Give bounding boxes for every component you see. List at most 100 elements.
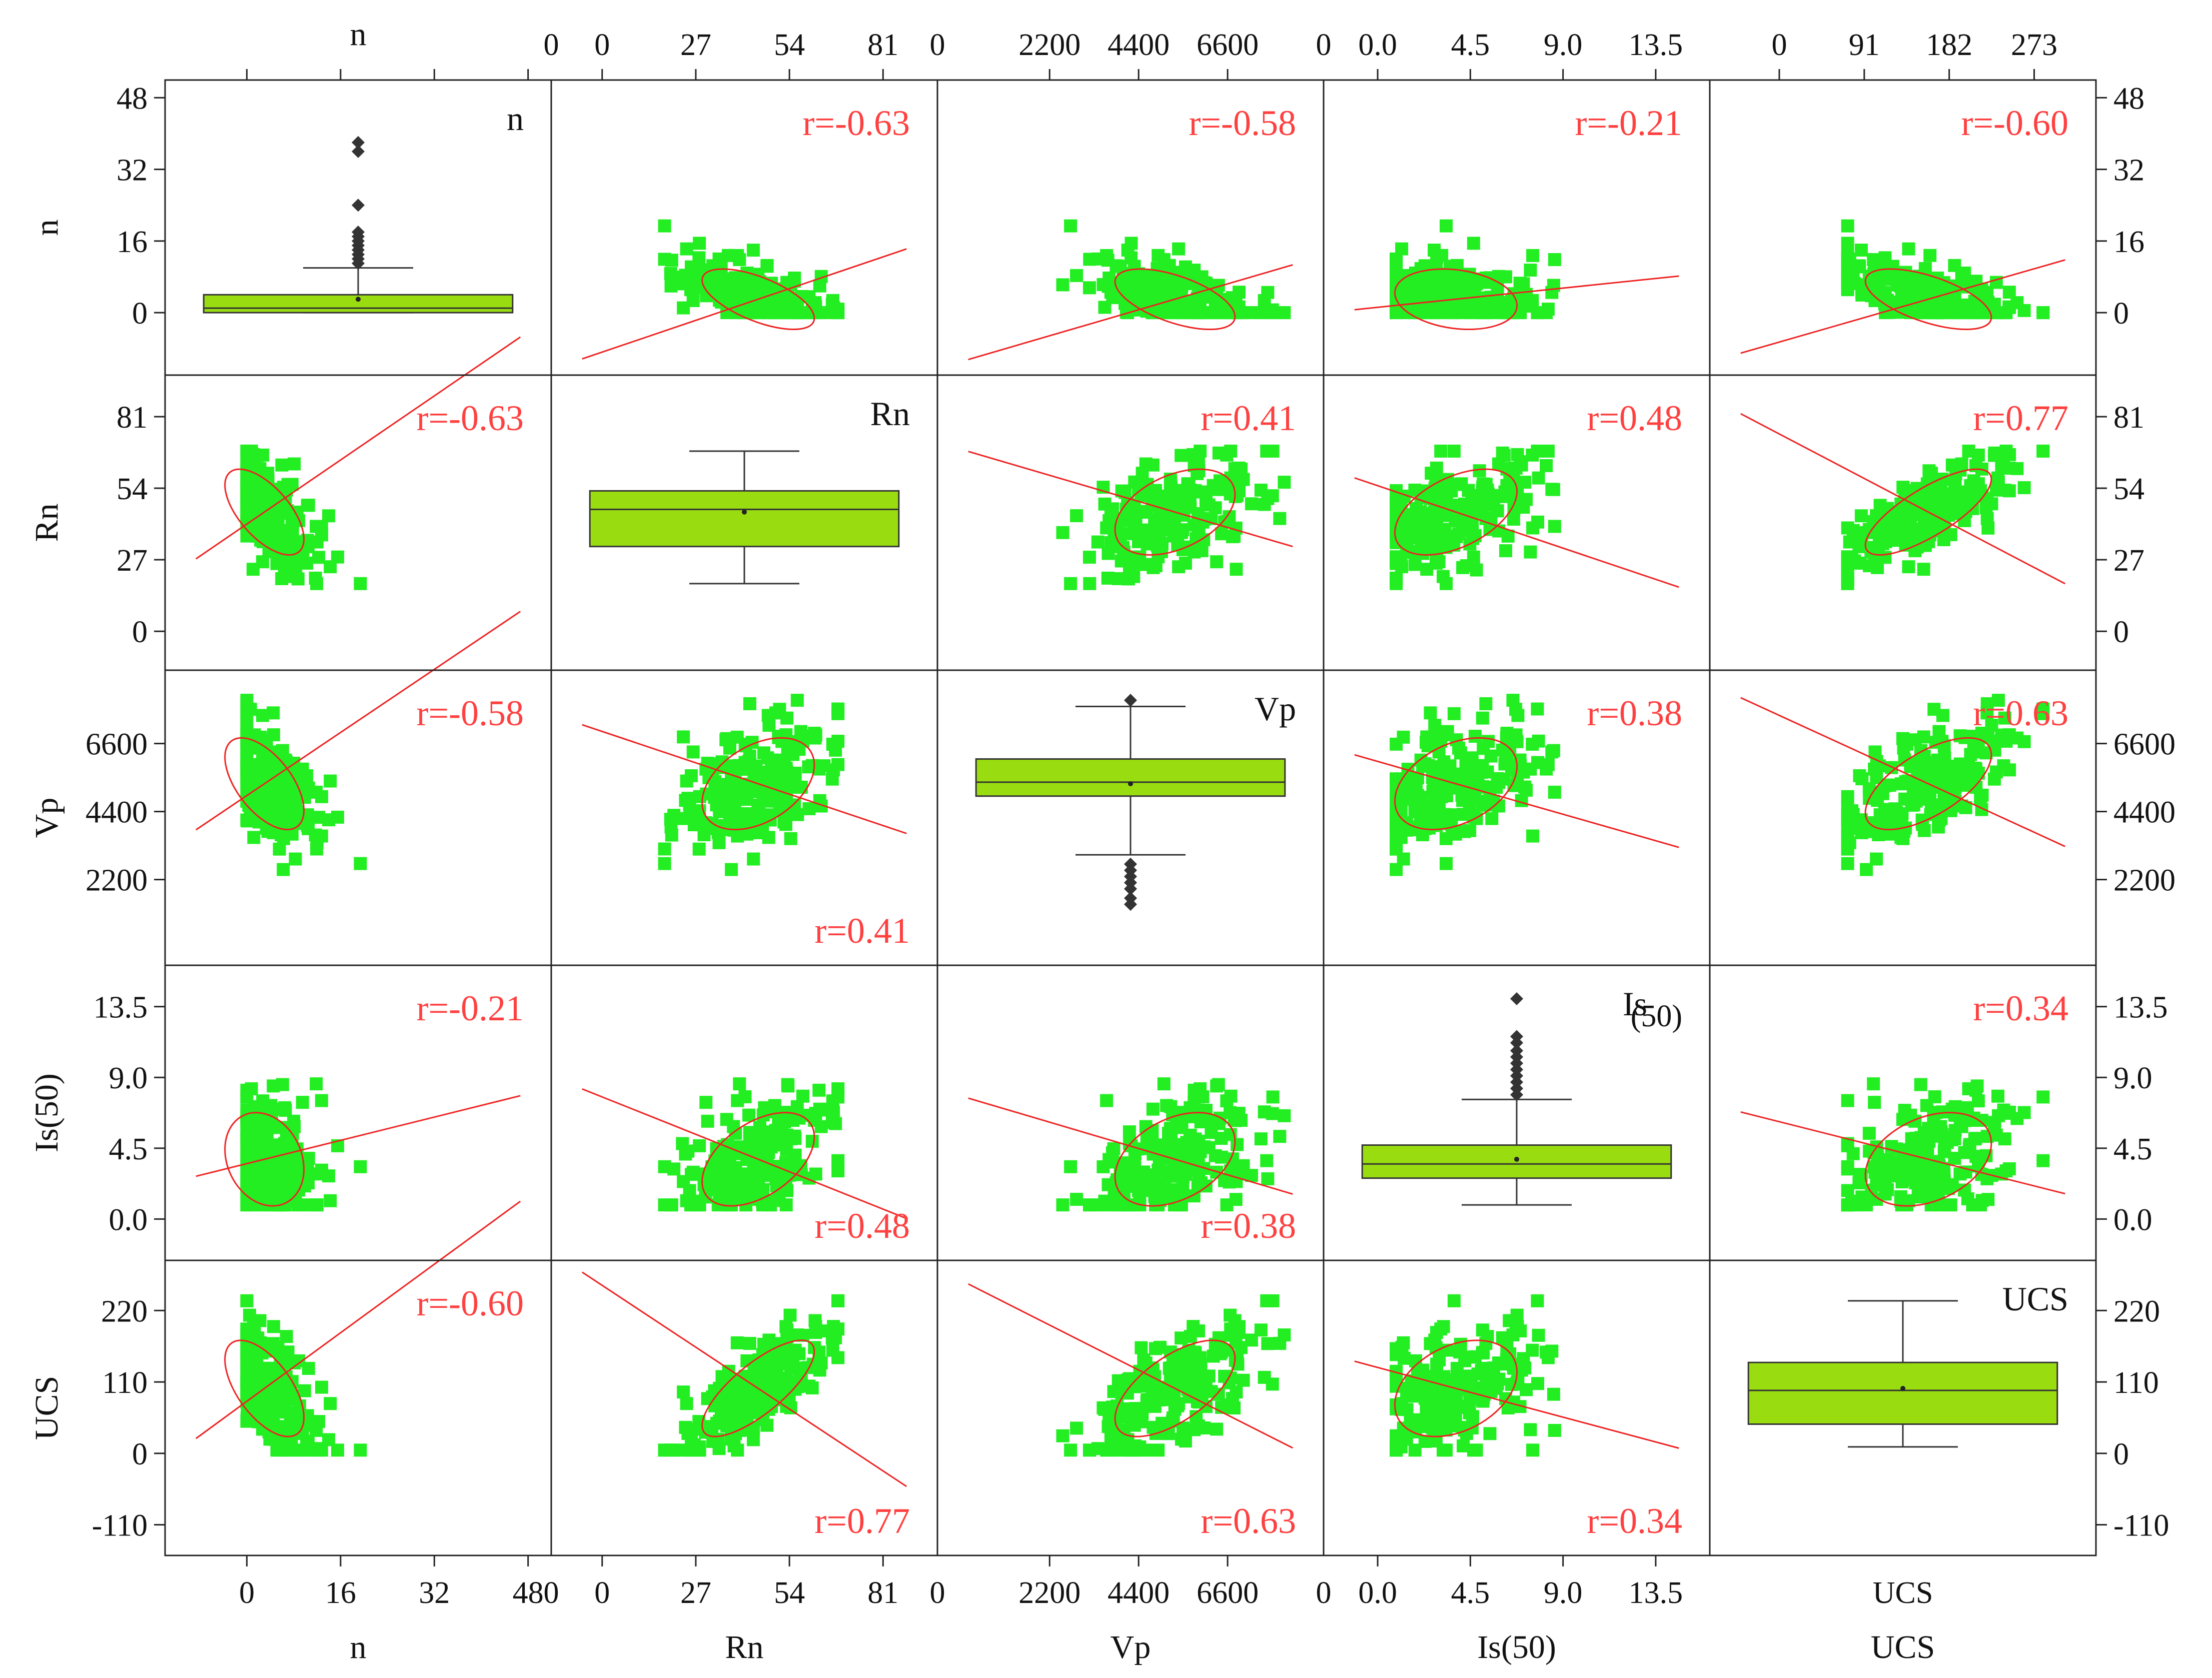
confidence-ellipse — [1864, 468, 1992, 556]
data-point — [1841, 857, 1854, 870]
data-point — [240, 1369, 254, 1383]
x-tick-label-top: 0 — [1771, 28, 1787, 62]
confidence-ellipse — [1114, 1339, 1236, 1437]
data-point — [680, 242, 693, 256]
data-point — [831, 1294, 845, 1307]
x-tick-label-top: 4400 — [1108, 28, 1170, 62]
data-point — [786, 1114, 800, 1127]
data-point — [240, 748, 254, 761]
data-point — [2036, 1154, 2050, 1167]
data-point — [1083, 1443, 1096, 1457]
y-tick-label-left: 110 — [102, 1366, 148, 1400]
data-point — [786, 1349, 800, 1363]
data-point — [805, 1381, 819, 1395]
fit-line — [1354, 477, 1679, 588]
data-point — [1492, 776, 1506, 789]
data-point — [1127, 270, 1141, 284]
data-point — [1440, 789, 1454, 802]
data-point — [301, 819, 314, 832]
data-point — [701, 1114, 714, 1128]
data-point — [1447, 306, 1461, 320]
data-point — [1841, 237, 1854, 250]
fit-line — [1740, 413, 2065, 585]
data-point — [288, 792, 302, 805]
x-tick-label-top: 91 — [1849, 28, 1880, 62]
data-point — [723, 815, 737, 828]
data-point — [1427, 306, 1441, 320]
data-point — [2017, 1106, 2031, 1119]
data-point — [1205, 1126, 1218, 1139]
data-point — [1423, 1399, 1436, 1413]
data-point — [1548, 253, 1561, 267]
data-point — [729, 1389, 742, 1403]
data-point — [1922, 464, 1936, 478]
confidence-ellipse — [1394, 268, 1518, 331]
data-point — [312, 551, 326, 564]
data-point — [1194, 1351, 1207, 1364]
box-mean — [1514, 1156, 1519, 1162]
data-point — [1409, 289, 1422, 303]
data-point — [276, 744, 289, 757]
x-tick-label-bottom: 32 — [419, 1576, 450, 1610]
data-point — [667, 270, 681, 284]
data-point — [1854, 509, 1868, 523]
data-point — [265, 1121, 278, 1134]
data-point — [1233, 286, 1246, 299]
data-point — [1163, 304, 1177, 317]
data-point — [1231, 305, 1244, 319]
data-point — [779, 818, 792, 831]
data-point — [680, 1397, 693, 1410]
data-point — [708, 1179, 721, 1193]
data-point — [712, 836, 726, 849]
data-point — [1532, 734, 1545, 748]
cell-n-Is50: r=-0.21 — [1323, 79, 1711, 376]
data-point — [1935, 472, 1949, 486]
data-point — [288, 1427, 302, 1440]
cell-UCS-Vp: r=0.63 — [936, 1259, 1325, 1556]
data-point — [267, 1344, 280, 1358]
data-point — [1266, 1090, 1280, 1104]
data-point — [1470, 1443, 1483, 1457]
data-point — [1190, 1140, 1203, 1153]
data-point — [1232, 1107, 1246, 1120]
data-point — [831, 306, 845, 320]
data-point — [1245, 497, 1258, 511]
data-point — [1210, 1422, 1224, 1436]
cell-Rn-UCS: r=0.77 — [1709, 374, 2097, 671]
x-tick-label-bottom: 16 — [325, 1576, 356, 1610]
y-tick-label-right: 48 — [2113, 82, 2144, 116]
data-point — [1434, 444, 1448, 458]
x-tick-label-zero: 0 — [1316, 1576, 1332, 1610]
data-point — [747, 852, 760, 866]
fit-line — [196, 1095, 521, 1177]
data-point — [2036, 1090, 2050, 1104]
data-point — [312, 811, 326, 824]
y-tick-label-left: 9.0 — [109, 1061, 148, 1095]
y-tick-label-left: 2200 — [86, 864, 148, 898]
data-point — [1273, 512, 1287, 525]
data-point — [275, 458, 289, 472]
data-point — [1390, 737, 1403, 751]
data-point — [1938, 1141, 1951, 1154]
data-point — [241, 730, 254, 743]
data-point — [1464, 751, 1478, 765]
data-point — [786, 748, 800, 761]
data-point — [658, 857, 671, 870]
data-point — [1258, 498, 1271, 511]
y-tick-label-left: 4.5 — [109, 1132, 148, 1166]
x-axis-label-Is50: Is(50) — [1477, 1629, 1556, 1665]
data-point — [1991, 694, 2005, 707]
confidence-ellipse — [224, 468, 305, 556]
data-point — [1390, 283, 1403, 297]
data-point — [2017, 304, 2031, 317]
cell-Rn-n: r=-0.63 — [164, 336, 552, 671]
data-point — [1898, 792, 1912, 806]
data-point — [315, 528, 328, 542]
data-point — [1070, 509, 1083, 523]
y-tick-label-right: 81 — [2113, 401, 2144, 435]
data-point — [354, 857, 367, 870]
data-point — [1152, 249, 1165, 262]
data-point — [1524, 264, 1537, 277]
data-point — [1841, 820, 1854, 834]
x-axis-label-Rn: Rn — [725, 1629, 763, 1665]
